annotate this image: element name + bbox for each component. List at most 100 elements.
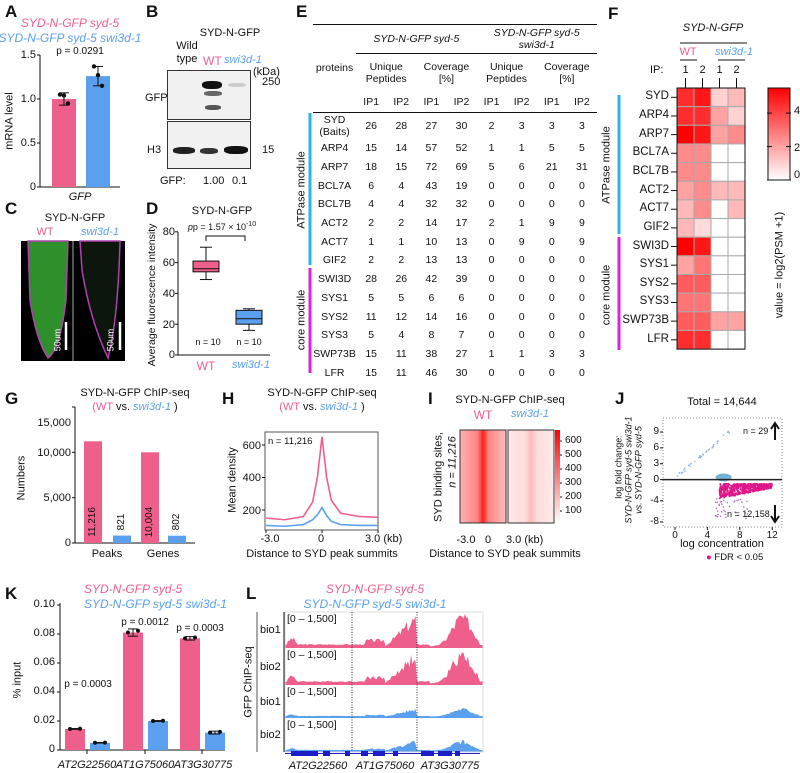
j-point-sig xyxy=(746,487,749,490)
j-point-sig xyxy=(724,486,727,489)
cell: 0 xyxy=(518,366,525,379)
j-point-sig xyxy=(752,490,755,493)
j-point-sig xyxy=(715,507,718,510)
l-gene: AT3G30775 xyxy=(420,760,480,772)
h-line-mutant xyxy=(265,506,378,528)
k-ytick: 0.02 xyxy=(33,714,55,726)
f-row-label: SWI3D xyxy=(632,239,669,252)
a-data-point xyxy=(95,73,101,78)
j-point-sig xyxy=(763,487,766,490)
cell: 9 xyxy=(548,217,555,230)
j-ytick: -4 xyxy=(650,494,659,506)
j-point xyxy=(712,443,715,446)
row-name: SYS3 xyxy=(321,329,348,342)
j-point-sig xyxy=(732,484,735,487)
j-title: Total = 14,644 xyxy=(687,396,757,408)
cell: 3 xyxy=(578,119,585,132)
cell: 0 xyxy=(488,310,495,323)
j-point-sig xyxy=(742,489,745,492)
j-point xyxy=(702,454,705,456)
panel-label-j: J xyxy=(615,389,625,408)
cell: 27 xyxy=(455,347,468,360)
k-xlabel: AT1G75060 xyxy=(115,759,175,771)
j-point xyxy=(716,440,719,443)
cell: 30 xyxy=(455,366,468,379)
j-point xyxy=(694,460,696,463)
j-point-sig xyxy=(720,500,723,503)
j-point-sig xyxy=(754,489,757,492)
cell: 5 xyxy=(578,142,585,155)
cell: 0 xyxy=(578,366,585,379)
heatmap-cell xyxy=(693,106,712,126)
f-header: SYD-N-GFP xyxy=(682,22,744,34)
heatmap-cell xyxy=(727,199,746,220)
cell: 0 xyxy=(488,198,495,211)
f-row-label: SYS1 xyxy=(639,258,669,271)
paren: ( xyxy=(279,401,283,413)
i-wt: WT xyxy=(473,408,493,422)
f-column-label: 1 xyxy=(682,64,689,76)
h-annotation: n = 11,216 xyxy=(268,436,313,447)
th-subheader: Unique Peptides xyxy=(486,60,528,85)
cell: 5 xyxy=(398,291,405,304)
d-p-exp: -10 xyxy=(245,221,257,228)
f-row-label: SWP73B xyxy=(622,314,669,327)
f-row-label: GIF2 xyxy=(643,220,669,233)
k-ytick: 0.10 xyxy=(33,598,55,610)
cell: 46 xyxy=(425,366,438,379)
j-ytick: 3 xyxy=(653,457,659,469)
i-ylabel-n: n = 11,216 xyxy=(446,436,459,488)
heatmap-cell xyxy=(727,255,746,276)
cell: 5 xyxy=(548,142,555,155)
j-point-sig xyxy=(728,505,731,508)
i-heatmap-mutant xyxy=(508,430,554,523)
d-p-base: p = 1.57 × 10 xyxy=(192,222,246,232)
vs-text: vs. xyxy=(299,401,321,413)
j-up-count: n = 29 xyxy=(743,426,769,436)
h-xtick: 3.0 (kb) xyxy=(365,533,403,545)
cell: 1 xyxy=(368,235,375,248)
h-xtick: 0 xyxy=(317,533,325,545)
f-column-label: 1 xyxy=(716,64,723,76)
vs-mutant: swi3d-1 xyxy=(133,401,171,413)
cell: 27 xyxy=(425,119,438,132)
a-data-point xyxy=(99,83,105,89)
j-point-sig xyxy=(743,486,746,489)
heatmap-cell xyxy=(693,143,712,164)
j-point-sig xyxy=(747,491,750,494)
a-data-point xyxy=(57,92,63,97)
g-xlabel: Peaks xyxy=(91,548,123,560)
heatmap-cell xyxy=(710,292,729,313)
j-point-sig xyxy=(718,504,720,507)
heatmap-cell xyxy=(676,218,695,238)
j-ylabel: log fold change: xyxy=(613,435,624,499)
heatmap-cell xyxy=(710,87,729,108)
heatmap-cell xyxy=(710,255,729,276)
l-gene: AT1G75060 xyxy=(355,760,415,772)
i-ylabel: SYD binding sites, xyxy=(432,432,445,522)
heatmap-cell xyxy=(710,329,729,350)
k-legend-mutant: SYD-N-GFP syd-5 swi3d-1 xyxy=(84,597,227,611)
j-point-sig xyxy=(736,499,738,502)
i-xtick: 0 xyxy=(484,534,492,546)
th-group: SYD-N-GFP syd-5 xyxy=(356,24,477,54)
heatmap-cell xyxy=(727,236,746,257)
j-point xyxy=(687,464,690,467)
row-name: ACT2 xyxy=(321,217,348,230)
heatmap-cell xyxy=(710,180,729,201)
row-name: SYS1 xyxy=(321,291,348,304)
cell: 9 xyxy=(518,235,525,248)
k-data-point xyxy=(126,630,130,635)
a-bar xyxy=(52,99,76,187)
panel-label-g: G xyxy=(5,389,19,408)
th-ip: IP1 xyxy=(543,95,560,108)
f-row-label: BCL7B xyxy=(632,164,669,177)
table-row: ACT2 2 2 14 17 2 1 9 9 xyxy=(313,214,597,233)
j-ylabel: SYD-N-GFP syd-5 swi3d-1 xyxy=(623,416,634,524)
heatmap-cell xyxy=(727,311,746,331)
i-colorbar-label: 200 xyxy=(565,491,582,502)
j-point-sig xyxy=(764,486,767,489)
j-point xyxy=(676,475,679,477)
j-point-sig xyxy=(746,515,748,517)
f-cbar-tick: 0 xyxy=(794,169,800,181)
